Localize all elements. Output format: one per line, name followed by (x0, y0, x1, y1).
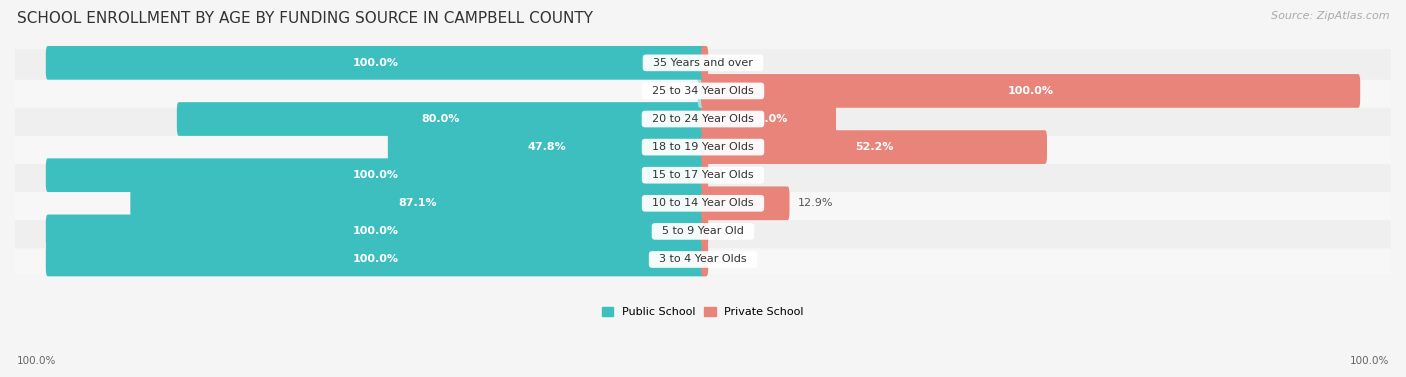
FancyBboxPatch shape (702, 187, 790, 220)
Text: 35 Years and over: 35 Years and over (647, 58, 759, 68)
Text: 20.0%: 20.0% (749, 114, 787, 124)
Text: 18 to 19 Year Olds: 18 to 19 Year Olds (645, 142, 761, 152)
FancyBboxPatch shape (177, 102, 704, 136)
Text: 0.0%: 0.0% (716, 170, 744, 180)
Text: 10 to 14 Year Olds: 10 to 14 Year Olds (645, 198, 761, 208)
FancyBboxPatch shape (697, 74, 704, 108)
Text: 5 to 9 Year Old: 5 to 9 Year Old (655, 227, 751, 236)
Text: 100.0%: 100.0% (353, 170, 398, 180)
Text: SCHOOL ENROLLMENT BY AGE BY FUNDING SOURCE IN CAMPBELL COUNTY: SCHOOL ENROLLMENT BY AGE BY FUNDING SOUR… (17, 11, 593, 26)
Text: 12.9%: 12.9% (797, 198, 832, 208)
FancyBboxPatch shape (702, 158, 709, 192)
Text: 47.8%: 47.8% (527, 142, 565, 152)
Text: 100.0%: 100.0% (1350, 356, 1389, 366)
Text: 0.0%: 0.0% (662, 86, 690, 96)
FancyBboxPatch shape (14, 130, 1392, 164)
FancyBboxPatch shape (702, 130, 1047, 164)
Text: 100.0%: 100.0% (353, 58, 398, 68)
Text: 25 to 34 Year Olds: 25 to 34 Year Olds (645, 86, 761, 96)
FancyBboxPatch shape (46, 158, 704, 192)
Text: 87.1%: 87.1% (398, 198, 437, 208)
FancyBboxPatch shape (14, 46, 1392, 80)
FancyBboxPatch shape (702, 102, 837, 136)
Text: 52.2%: 52.2% (855, 142, 893, 152)
Text: 80.0%: 80.0% (422, 114, 460, 124)
Text: 100.0%: 100.0% (353, 254, 398, 265)
FancyBboxPatch shape (702, 74, 1360, 108)
Text: 100.0%: 100.0% (17, 356, 56, 366)
FancyBboxPatch shape (46, 215, 704, 248)
Text: 20 to 24 Year Olds: 20 to 24 Year Olds (645, 114, 761, 124)
FancyBboxPatch shape (14, 158, 1392, 192)
FancyBboxPatch shape (46, 46, 704, 80)
Text: 0.0%: 0.0% (716, 254, 744, 265)
Text: 15 to 17 Year Olds: 15 to 17 Year Olds (645, 170, 761, 180)
FancyBboxPatch shape (702, 243, 709, 276)
FancyBboxPatch shape (14, 215, 1392, 248)
Text: 100.0%: 100.0% (1008, 86, 1053, 96)
FancyBboxPatch shape (702, 215, 709, 248)
Text: Source: ZipAtlas.com: Source: ZipAtlas.com (1271, 11, 1389, 21)
FancyBboxPatch shape (702, 46, 709, 80)
FancyBboxPatch shape (46, 243, 704, 276)
Text: 0.0%: 0.0% (716, 58, 744, 68)
Legend: Public School, Private School: Public School, Private School (602, 307, 804, 317)
Text: 100.0%: 100.0% (353, 227, 398, 236)
Text: 3 to 4 Year Olds: 3 to 4 Year Olds (652, 254, 754, 265)
FancyBboxPatch shape (14, 102, 1392, 136)
FancyBboxPatch shape (388, 130, 704, 164)
FancyBboxPatch shape (131, 187, 704, 220)
Text: 0.0%: 0.0% (716, 227, 744, 236)
FancyBboxPatch shape (14, 187, 1392, 220)
FancyBboxPatch shape (14, 74, 1392, 108)
FancyBboxPatch shape (14, 243, 1392, 276)
